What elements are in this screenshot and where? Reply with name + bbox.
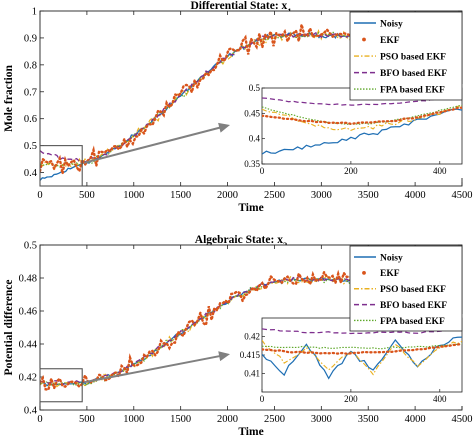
zoom-box xyxy=(39,145,83,187)
legend-label-bfo: BFO based EKF xyxy=(380,69,447,79)
x-tick-label: 4500 xyxy=(452,414,473,425)
y-tick-label: 0.46 xyxy=(19,307,37,318)
y-tick-label: 0.42 xyxy=(19,373,37,384)
chart-algebraic-state: Algebraic State: x2050010001500200025003… xyxy=(3,234,473,438)
zoom-arrow-head xyxy=(218,351,230,362)
inset-x-tick-label: 200 xyxy=(344,394,358,404)
x-tick-label: 4000 xyxy=(405,414,426,425)
y-tick-label: 0.4 xyxy=(24,168,38,179)
inset-y-tick-label: 0.42 xyxy=(244,332,260,342)
x-tick-label: 500 xyxy=(79,190,95,201)
zoom-arrow-shaft xyxy=(83,126,222,164)
x-tick-label: 1500 xyxy=(170,190,191,201)
inset-y-tick-label: 0.41 xyxy=(244,369,260,379)
chart-differential-state: Differential State: x1050010001500200025… xyxy=(3,0,473,214)
y-tick-label: 0.5 xyxy=(24,241,37,252)
inset-series-line-ekf xyxy=(262,342,462,355)
legend-marker-ekf xyxy=(362,270,366,275)
inset-x-tick-label: 0 xyxy=(260,166,265,176)
zoom-arrow-head xyxy=(218,122,230,133)
inset-series-line-bfo xyxy=(262,328,462,335)
inset-series-line-pso xyxy=(262,339,462,376)
x-tick-label: 2000 xyxy=(217,414,238,425)
inset-frame xyxy=(261,87,463,165)
y-tick-label: 0.9 xyxy=(24,33,37,44)
inset-series-line-noisy xyxy=(262,108,462,155)
inset-series-group xyxy=(262,95,462,155)
zoom-box xyxy=(39,368,83,403)
legend-label-noisy: Noisy xyxy=(380,19,403,29)
inset-y-tick-label: 0.5 xyxy=(249,83,261,93)
y-tick-label: 0.6 xyxy=(24,114,37,125)
zoom-arrow-shaft xyxy=(84,354,222,384)
legend-label-fpa: FPA based EKF xyxy=(380,317,445,327)
y-tick-label: 0.8 xyxy=(24,60,37,71)
inset-x-tick-label: 0 xyxy=(260,394,265,404)
x-tick-label: 3000 xyxy=(311,414,332,425)
inset-series-group xyxy=(262,328,462,380)
x-tick-label: 1500 xyxy=(170,414,191,425)
x-tick-label: 3500 xyxy=(358,190,379,201)
x-tick-label: 1000 xyxy=(123,190,144,201)
inset-x-tick-label: 200 xyxy=(344,166,358,176)
inset-series-line-bfo xyxy=(262,95,462,106)
y-tick-label: 0.48 xyxy=(19,274,37,285)
inset-y-tick-label: 0.415 xyxy=(240,350,261,360)
legend-label-pso: PSO based EKF xyxy=(380,52,446,62)
x-tick-label: 2000 xyxy=(217,190,238,201)
inset-series-line-fpa xyxy=(262,343,462,350)
y-tick-label: 0.4 xyxy=(24,406,38,417)
y-tick-label: 0.44 xyxy=(19,340,38,351)
x-tick-label: 4500 xyxy=(452,190,473,201)
x-tick-label: 0 xyxy=(37,414,42,425)
legend-marker-ekf xyxy=(362,37,366,42)
x-axis-label: Time xyxy=(238,426,263,438)
x-axis-label: Time xyxy=(238,202,263,214)
y-axis-label: Mole fraction xyxy=(3,65,15,132)
inset-series-line-ekf xyxy=(262,106,462,125)
legend-label-ekf: EKF xyxy=(380,269,400,279)
x-tick-label: 1000 xyxy=(123,414,144,425)
legend-label-pso: PSO based EKF xyxy=(380,285,446,295)
x-tick-label: 2500 xyxy=(264,414,285,425)
inset-y-tick-label: 0.4 xyxy=(249,134,261,144)
y-tick-label: 0.7 xyxy=(24,87,37,98)
inset-x-tick-label: 400 xyxy=(433,166,447,176)
x-tick-label: 3000 xyxy=(311,190,332,201)
x-tick-label: 4000 xyxy=(405,190,426,201)
y-tick-label: 1 xyxy=(32,7,37,18)
legend-label-bfo: BFO based EKF xyxy=(380,301,447,311)
y-tick-label: 0.5 xyxy=(24,141,37,152)
legend-label-ekf: EKF xyxy=(380,36,400,46)
x-tick-label: 0 xyxy=(37,190,42,201)
inset-y-tick-label: 0.45 xyxy=(244,108,260,118)
x-tick-label: 2500 xyxy=(264,190,285,201)
x-tick-label: 500 xyxy=(79,414,95,425)
legend-label-noisy: Noisy xyxy=(380,253,403,263)
y-axis-label: Potential difference xyxy=(3,280,15,376)
inset-x-tick-label: 400 xyxy=(433,394,447,404)
legend-label-fpa: FPA based EKF xyxy=(380,85,445,95)
inset-y-tick-label: 0.35 xyxy=(244,159,260,169)
x-tick-label: 3500 xyxy=(358,414,379,425)
